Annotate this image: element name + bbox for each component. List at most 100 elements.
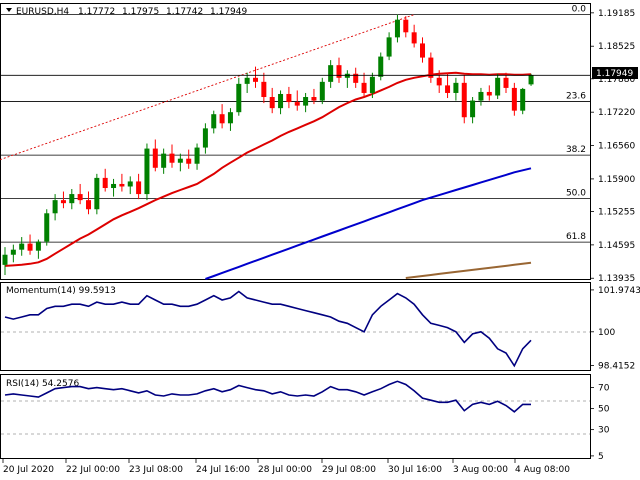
candle-body — [127, 181, 133, 187]
candle — [336, 57, 342, 83]
rsi-pane[interactable] — [0, 374, 591, 459]
rsi-tick-label: 50 — [598, 405, 610, 415]
candle — [44, 209, 50, 246]
rsi-line — [4, 380, 531, 413]
fib-label: 61.8 — [566, 232, 586, 242]
candle — [445, 72, 451, 99]
close-value: 1.17949 — [210, 7, 247, 17]
symbol-label: EURUSD,H4 — [16, 7, 69, 17]
candle — [319, 77, 325, 105]
candle-body — [411, 32, 417, 44]
candle — [136, 173, 142, 200]
price-tick-label: 1.17220 — [598, 108, 635, 118]
candle-body — [369, 76, 375, 93]
time-axis[interactable]: 20 Jul 2020 22 Jul 00:00 23 Jul 08:00 24 Ju… — [2, 459, 570, 475]
candle-body — [35, 241, 41, 251]
candle-body — [111, 183, 117, 189]
candle — [503, 72, 509, 93]
time-tick-label: 4 Aug 08:00 — [515, 465, 570, 475]
candle-body — [19, 243, 25, 250]
candle-body — [453, 82, 459, 93]
moving-averages — [4, 71, 532, 280]
candle-body — [495, 77, 501, 96]
time-tick-label: 3 Aug 00:00 — [453, 465, 508, 475]
candle — [127, 176, 133, 195]
candle — [328, 60, 334, 88]
momentum-tick-label: 101.9743 — [598, 286, 640, 296]
momentum-line — [4, 290, 532, 368]
candle-body — [261, 81, 267, 98]
price-tick-label: 1.15900 — [598, 175, 635, 185]
momentum-label: Momentum(14) 99.5913 — [6, 286, 116, 296]
price-tick-label: 1.18525 — [598, 42, 635, 52]
candle-body — [378, 56, 384, 77]
price-axis[interactable]: 1.19185 1.18525 1.17880 1.17220 1.16560 1.159… — [590, 9, 635, 284]
candle — [236, 77, 242, 116]
candle-body — [286, 93, 292, 103]
candle — [2, 247, 8, 275]
dropdown-arrow-icon[interactable] — [6, 8, 12, 12]
candle-body — [528, 75, 534, 85]
candle-body — [386, 37, 392, 57]
candle — [394, 14, 400, 43]
fib-label: 23.6 — [566, 92, 586, 102]
candle-body — [511, 87, 517, 111]
rsi-tick-label: 5 — [598, 452, 604, 462]
candle-body — [161, 153, 167, 168]
candle — [361, 72, 367, 98]
candle-body — [478, 91, 484, 101]
rsi-tick-label: 70 — [598, 384, 610, 394]
candle — [177, 153, 183, 172]
low-value: 1.17742 — [166, 7, 203, 17]
candle-body — [60, 200, 66, 204]
candlesticks — [2, 14, 534, 275]
fib-label: 0.0 — [572, 5, 587, 15]
sma100-line — [205, 167, 532, 280]
candle — [10, 244, 16, 263]
candle-body — [119, 183, 125, 187]
candle — [378, 52, 384, 81]
momentum-axis: 101.9743 100 98.4152 — [590, 286, 640, 371]
candle-body — [420, 43, 425, 58]
time-tick-label: 22 Jul 00:00 — [66, 465, 120, 475]
candle-body — [102, 177, 108, 189]
candle-body — [244, 77, 250, 84]
current-price-badge — [592, 67, 638, 79]
candle-body — [202, 128, 208, 148]
trendline — [0, 14, 415, 161]
candle-body — [394, 19, 400, 38]
candle — [69, 189, 75, 210]
candle — [294, 90, 300, 111]
price-pane[interactable] — [0, 3, 591, 280]
rsi-tick-label: 30 — [598, 426, 610, 436]
fib-label: 38.2 — [566, 145, 586, 155]
candle-body — [361, 82, 367, 93]
candle — [52, 194, 58, 221]
candle-body — [69, 194, 75, 204]
momentum-tick-label: 98.4152 — [598, 361, 635, 371]
rsi-label: RSI(14) 54.2576 — [6, 379, 79, 389]
candle-body — [319, 81, 325, 101]
price-tick-label: 1.17880 — [598, 75, 635, 85]
dotted-trendline — [0, 14, 415, 161]
candle — [495, 73, 501, 100]
momentum-pane[interactable] — [0, 282, 591, 371]
candle — [211, 110, 217, 134]
price-tick-label: 1.16560 — [598, 142, 635, 152]
candle — [461, 75, 467, 124]
price-tick-label: 1.14595 — [598, 241, 635, 251]
candle — [261, 72, 267, 104]
candle-body — [219, 114, 225, 124]
sma200-line — [405, 261, 532, 279]
candle — [520, 87, 526, 115]
candle-body — [311, 97, 317, 101]
candle-body — [77, 194, 83, 201]
candle — [311, 88, 317, 105]
candle-body — [144, 148, 150, 195]
candle — [486, 85, 492, 101]
candle — [111, 178, 117, 197]
open-value: 1.17772 — [78, 7, 115, 17]
candle-body — [152, 148, 158, 168]
time-tick-label: 28 Jul 00:00 — [258, 465, 312, 475]
